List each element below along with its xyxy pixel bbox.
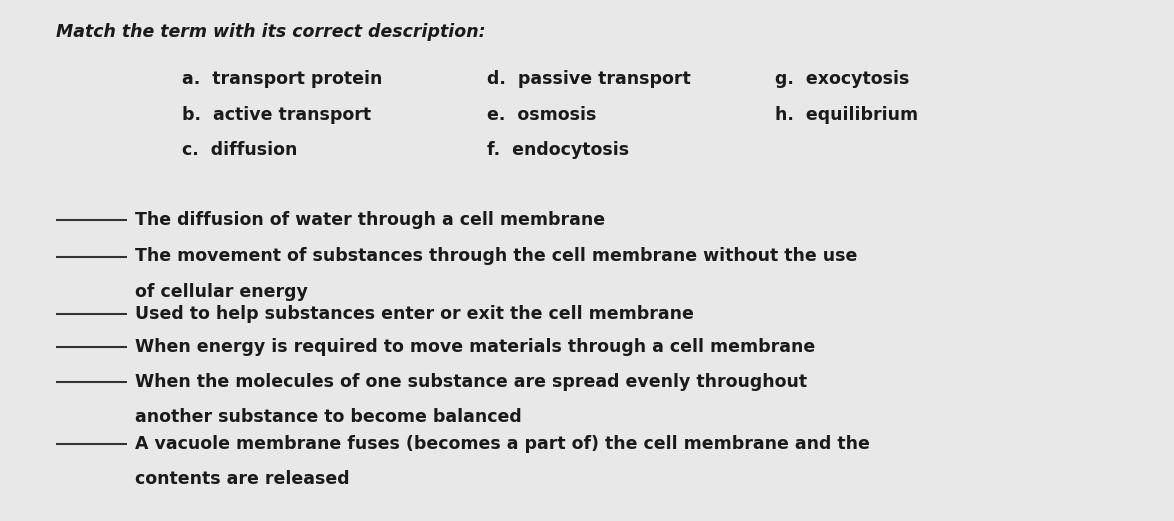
Text: The diffusion of water through a cell membrane: The diffusion of water through a cell me… — [135, 211, 605, 229]
Text: contents are released: contents are released — [135, 470, 350, 489]
Text: g.  exocytosis: g. exocytosis — [775, 70, 909, 89]
Text: A vacuole membrane fuses (becomes a part of) the cell membrane and the: A vacuole membrane fuses (becomes a part… — [135, 435, 870, 453]
Text: d.  passive transport: d. passive transport — [487, 70, 691, 89]
Text: When the molecules of one substance are spread evenly throughout: When the molecules of one substance are … — [135, 373, 808, 391]
Text: Match the term with its correct description:: Match the term with its correct descript… — [56, 23, 486, 42]
Text: c.  diffusion: c. diffusion — [182, 141, 297, 159]
Text: a.  transport protein: a. transport protein — [182, 70, 383, 89]
Text: h.  equilibrium: h. equilibrium — [775, 106, 918, 124]
Text: Used to help substances enter or exit the cell membrane: Used to help substances enter or exit th… — [135, 305, 694, 323]
Text: another substance to become balanced: another substance to become balanced — [135, 408, 521, 426]
Text: of cellular energy: of cellular energy — [135, 283, 308, 301]
Text: b.  active transport: b. active transport — [182, 106, 371, 124]
Text: f.  endocytosis: f. endocytosis — [487, 141, 629, 159]
Text: The movement of substances through the cell membrane without the use: The movement of substances through the c… — [135, 247, 857, 266]
Text: When energy is required to move materials through a cell membrane: When energy is required to move material… — [135, 338, 815, 356]
Text: e.  osmosis: e. osmosis — [487, 106, 596, 124]
